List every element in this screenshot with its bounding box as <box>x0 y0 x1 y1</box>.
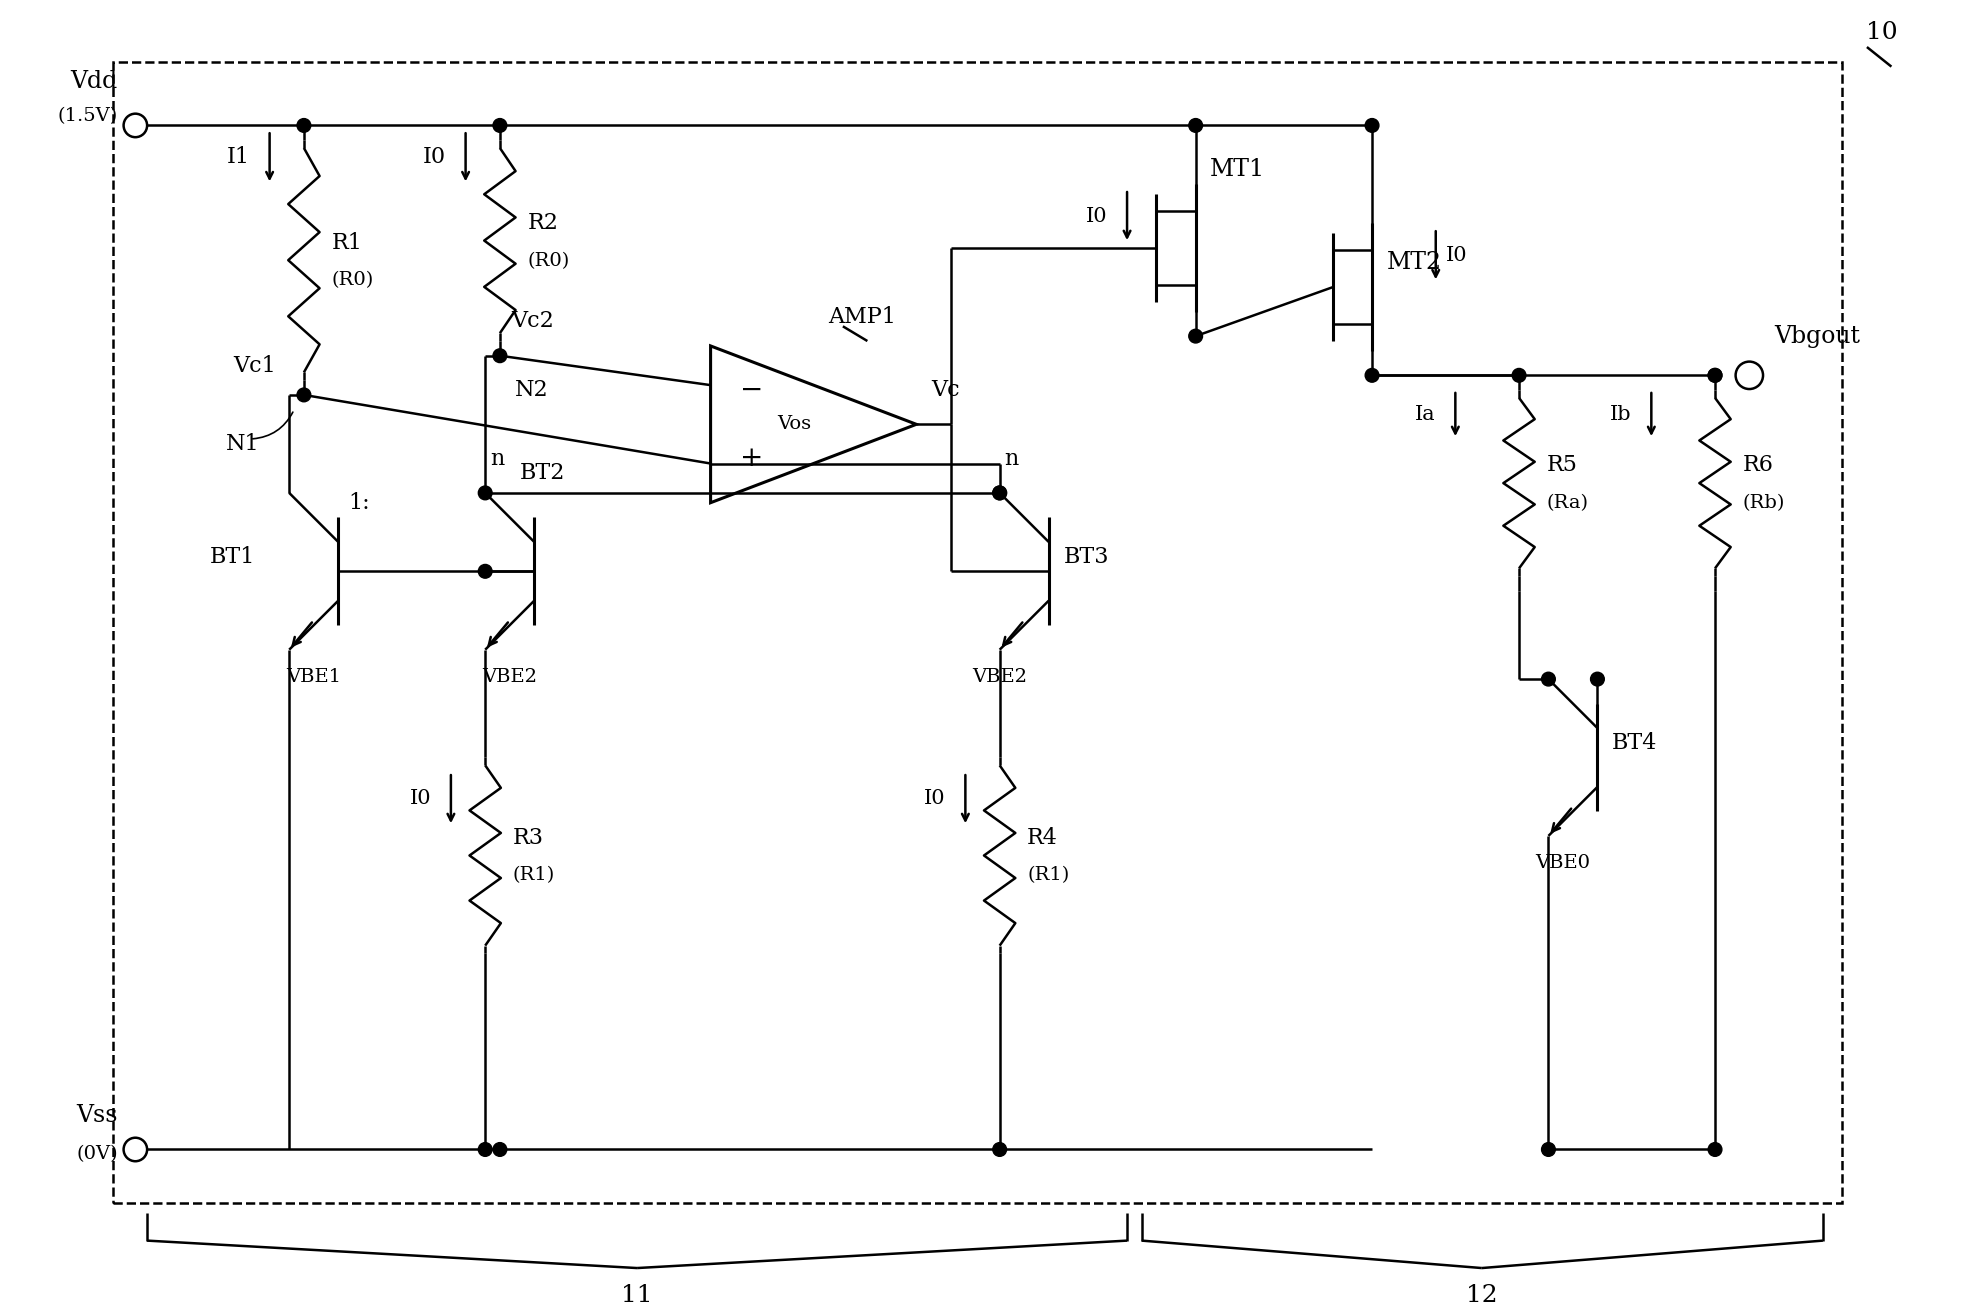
Circle shape <box>1513 369 1526 382</box>
Text: AMP1: AMP1 <box>828 305 897 327</box>
Text: (Ra): (Ra) <box>1546 494 1589 512</box>
Text: (R1): (R1) <box>1027 866 1070 885</box>
Text: BT3: BT3 <box>1064 546 1109 568</box>
Text: n: n <box>490 448 504 469</box>
Text: I1: I1 <box>226 146 250 168</box>
Text: Vc1: Vc1 <box>234 354 277 377</box>
Text: R2: R2 <box>527 212 559 235</box>
Text: N2: N2 <box>515 379 549 401</box>
Text: (R0): (R0) <box>527 251 570 270</box>
Text: (0V): (0V) <box>77 1145 118 1164</box>
Circle shape <box>297 388 311 401</box>
Circle shape <box>993 486 1007 500</box>
Circle shape <box>494 1143 507 1156</box>
Text: I0: I0 <box>924 790 946 808</box>
Text: Ib: Ib <box>1611 405 1633 423</box>
Text: R3: R3 <box>513 827 543 848</box>
Text: Vos: Vos <box>777 416 810 434</box>
Text: BT1: BT1 <box>210 546 256 568</box>
Circle shape <box>478 1143 492 1156</box>
Text: I0: I0 <box>1446 246 1467 266</box>
Text: R5: R5 <box>1546 455 1578 477</box>
Text: (R0): (R0) <box>330 271 374 289</box>
Circle shape <box>993 486 1007 500</box>
Text: −: − <box>740 377 763 404</box>
Text: (R1): (R1) <box>513 866 555 885</box>
Text: VBE1: VBE1 <box>287 668 340 687</box>
Text: R1: R1 <box>330 232 362 254</box>
Text: R6: R6 <box>1743 455 1774 477</box>
Text: BT2: BT2 <box>519 463 565 485</box>
Text: VBE2: VBE2 <box>482 668 537 687</box>
Text: 1:: 1: <box>348 491 370 513</box>
Text: Ia: Ia <box>1414 405 1436 423</box>
Text: Vbgout: Vbgout <box>1774 324 1861 348</box>
Text: I0: I0 <box>1086 207 1107 225</box>
Circle shape <box>1542 1143 1556 1156</box>
Text: VBE0: VBE0 <box>1536 855 1591 872</box>
Text: I0: I0 <box>409 790 431 808</box>
Text: VBE2: VBE2 <box>972 668 1027 687</box>
Circle shape <box>1707 369 1721 382</box>
Circle shape <box>1542 672 1556 685</box>
Circle shape <box>1188 330 1202 343</box>
Text: Vss: Vss <box>77 1104 118 1127</box>
Circle shape <box>993 1143 1007 1156</box>
Circle shape <box>494 119 507 133</box>
Text: (Rb): (Rb) <box>1743 494 1784 512</box>
Text: Vc: Vc <box>930 379 960 401</box>
Text: BT4: BT4 <box>1613 732 1658 754</box>
Circle shape <box>1707 1143 1721 1156</box>
Text: 10: 10 <box>1867 21 1898 44</box>
Text: 11: 11 <box>622 1283 653 1303</box>
Circle shape <box>1707 369 1721 382</box>
Bar <box>112 61 1843 1204</box>
Text: +: + <box>740 446 763 472</box>
Text: Vc2: Vc2 <box>511 310 555 332</box>
Text: Vdd: Vdd <box>71 70 118 93</box>
Text: (1.5V): (1.5V) <box>57 107 118 125</box>
Text: MT1: MT1 <box>1210 158 1265 181</box>
Text: R4: R4 <box>1027 827 1058 848</box>
Text: I0: I0 <box>423 146 447 168</box>
Circle shape <box>1188 119 1202 133</box>
Circle shape <box>297 119 311 133</box>
Text: MT2: MT2 <box>1387 251 1442 274</box>
Circle shape <box>1365 369 1379 382</box>
Circle shape <box>1365 119 1379 133</box>
Circle shape <box>1591 672 1605 685</box>
Circle shape <box>478 564 492 579</box>
Text: 12: 12 <box>1465 1283 1497 1303</box>
Text: N1: N1 <box>226 433 260 455</box>
Text: n: n <box>1005 448 1019 469</box>
Circle shape <box>494 349 507 362</box>
Circle shape <box>478 486 492 500</box>
